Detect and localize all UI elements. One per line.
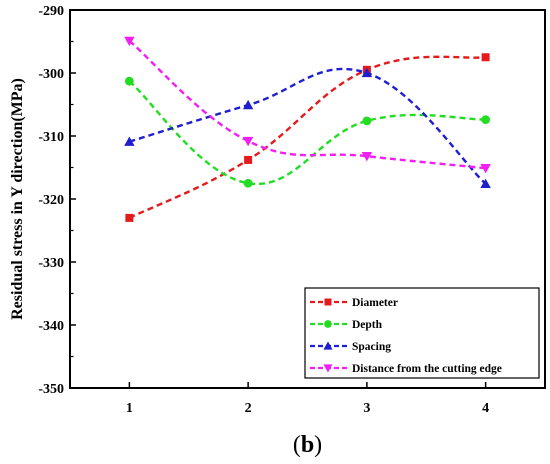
data-point (480, 178, 491, 189)
data-point (243, 178, 253, 188)
data-point (480, 163, 491, 174)
series-line (128, 55, 486, 219)
series-line (128, 39, 486, 170)
legend-item: Diameter (310, 297, 398, 309)
series-layer (124, 36, 491, 222)
panel-label: (b) (293, 432, 322, 458)
panel-label-close: ) (314, 432, 322, 458)
x-axis: 1 2 3 4 (126, 382, 489, 416)
series-line (129, 67, 487, 185)
legend: Diameter Depth Spacing Distance from the cu… (304, 287, 540, 379)
y-tick-label: -320 (38, 193, 64, 208)
legend-marker (323, 364, 333, 373)
legend-label: Spacing (352, 341, 391, 353)
x-tick-label: 3 (363, 401, 370, 416)
series-distance-from-the-cutting-edge (124, 36, 491, 174)
data-point (362, 116, 372, 126)
series-line (128, 80, 486, 186)
panel-label-letter: b (301, 432, 314, 458)
y-tick-label: -340 (38, 319, 64, 334)
series-spacing (124, 67, 491, 189)
y-axis: -350 -340 -330 -320 -310 -300 -290 (38, 4, 76, 397)
data-point (361, 67, 373, 78)
y-tick-label: -300 (38, 67, 64, 82)
data-point (481, 53, 490, 62)
data-point (124, 76, 134, 86)
legend-item: Depth (310, 319, 383, 331)
y-axis-label: Residual stress in Y direction(MPa) (9, 78, 26, 320)
data-point (242, 99, 254, 110)
legend-marker (324, 320, 332, 328)
x-tick-label: 2 (245, 401, 252, 416)
y-tick-label: -350 (38, 382, 64, 397)
legend-item: Distance from the cutting edge (310, 363, 502, 375)
legend-item: Spacing (310, 341, 391, 353)
data-point (361, 152, 373, 162)
data-point (242, 136, 254, 147)
x-tick-label: 1 (126, 401, 133, 416)
data-point (244, 155, 253, 164)
data-point (124, 36, 135, 47)
legend-label: Depth (352, 319, 383, 331)
panel-label-open: ( (293, 432, 301, 458)
legend-label: Distance from the cutting edge (352, 363, 502, 375)
legend-label: Diameter (352, 297, 398, 309)
x-tick-label: 4 (482, 401, 489, 416)
series-depth (124, 76, 491, 188)
data-point (124, 136, 135, 146)
data-point (125, 213, 134, 222)
legend-marker (323, 341, 333, 350)
legend-marker (324, 298, 332, 306)
data-point (481, 115, 491, 125)
y-tick-label: -310 (38, 130, 64, 145)
y-tick-label: -330 (38, 256, 64, 271)
y-tick-label: -290 (38, 4, 64, 19)
